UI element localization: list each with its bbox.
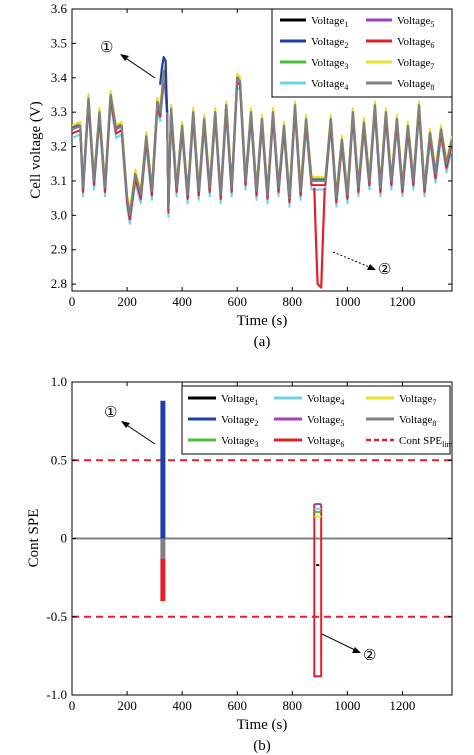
panel-b-ytick-label: -0.5 [46,609,67,624]
panel-b-legend-label-7: Voltage7 [399,393,436,407]
panel-a-legend-label-8: Voltage8 [397,78,434,92]
panel-b-legend-label-2: Voltage2 [221,414,258,428]
panel-a: 0 200 400 600 800 1000 1200 2.8 2.9 3.0 3.1 3.2 3.3 3… [28,1,453,350]
panel-a-ytick-label: 2.9 [51,242,67,257]
panel-b-spe-voltage-6 [313,504,323,678]
panel-a-ytick-label: 3.6 [51,1,68,16]
panel-a-ytick-label: 3.5 [51,35,67,50]
panel-a-xlabel: Time (s) [237,313,288,329]
panel-b-ytick-label: -1.0 [46,687,67,702]
panel-a-ticks: 0 200 400 600 800 1000 1200 2.8 2.9 3.0 3.1 3.2 3.3 3… [51,1,452,309]
panel-a-ytick-label: 3.1 [51,173,67,188]
panel-b-legend: Voltage1 Voltage2 Voltage3 Voltage4 Voltage5… [181,385,454,455]
panel-a-ytick-label: 3.0 [51,207,67,222]
annotation-1-a-arrow [123,56,156,79]
panel-a-series-voltage-7 [72,65,452,213]
panel-a-xtick-label: 800 [283,294,303,309]
annotation-2-a-arrowhead [367,264,376,270]
panel-b-series-layer [72,400,452,678]
panel-a-ytick-label: 3.4 [51,70,68,85]
panel-a-legend-label-3: Voltage3 [311,57,348,71]
panel-a-xtick-label: 200 [117,294,137,309]
panel-b-legend-label-3: Voltage3 [221,435,258,449]
panel-b-xtick-label: 600 [227,698,247,713]
annotation-2-a: ② [332,251,391,278]
panel-a-legend-label-7: Voltage7 [397,57,434,71]
panel-b-legend-box [181,385,451,455]
annotation-2-b: ② [321,633,376,664]
panel-b-ylabel: Cont SPE [26,509,42,568]
panel-b-legend-label-4: Voltage4 [307,393,344,407]
panel-a-xtick-label: 600 [227,294,247,309]
panel-a-label: (a) [254,334,271,350]
annotation-1-a: ① [100,40,156,79]
panel-a-legend-label-2: Voltage2 [311,36,348,50]
panel-b-legend-label-lim: Cont SPElim [399,435,454,449]
panel-a-series-voltage-8 [72,69,452,217]
panel-b-ytick-label: 1.0 [51,374,67,389]
panel-b-legend-label-5: Voltage5 [307,414,344,428]
panel-a-series-layer [72,56,452,289]
annotation-1-b-arrow [124,423,156,445]
panel-a-legend: Voltage1 Voltage5 Voltage2 Voltage6 Voltage3… [271,8,453,98]
panel-a-ytick-label: 3.3 [51,104,67,119]
panel-a-ylabel: Cell voltage (V) [28,101,44,198]
panel-b-xtick-label: 1000 [334,698,360,713]
annotation-1-b-arrowhead [121,421,130,428]
panel-a-legend-label-4: Voltage4 [311,78,348,92]
panel-a-xtick-label: 0 [69,294,76,309]
panel-b-ytick-label: 0.5 [51,452,67,467]
panel-b-legend-label-1: Voltage1 [221,393,258,407]
panel-a-spike-voltage-2 [159,56,169,113]
annotation-2-b-arrow [321,633,358,652]
panel-b-xtick-label: 0 [69,698,76,713]
panel-a-ytick-label: 2.8 [51,276,67,291]
panel-b-ticks: 0 200 400 600 800 1000 1200 -1.0 -0.5 0 0.5 1.0 [46,374,452,713]
annotation-1-b-label: ① [104,405,117,421]
annotation-2-b-label: ② [363,648,376,664]
panel-a-xtick-label: 1200 [389,294,415,309]
panel-a-legend-label-1: Voltage1 [311,15,348,29]
annotation-2-b-arrowhead [352,647,361,653]
panel-a-spike-voltage-6 [313,187,326,289]
annotation-1-a-arrowhead [120,54,129,61]
annotation-1-a-label: ① [100,40,113,56]
panel-b-xtick-label: 800 [283,698,303,713]
annotation-2-a-arrow [332,251,373,269]
panel-b-xtick-label: 1200 [389,698,415,713]
panel-b-legend-label-8: Voltage8 [399,414,436,428]
panel-a-xtick-label: 400 [172,294,192,309]
panel-a-legend-label-5: Voltage5 [397,15,434,29]
panel-b-xlabel: Time (s) [237,717,288,733]
panel-a-legend-label-6: Voltage6 [397,36,434,50]
panel-a-xtick-label: 1000 [334,294,360,309]
panel-b: 0 200 400 600 800 1000 1200 -1.0 -0.5 0 0.5 1.0 Con… [26,374,454,754]
annotation-2-a-label: ② [378,262,391,278]
panel-b-xtick-label: 400 [172,698,192,713]
panel-a-ytick-label: 3.2 [51,139,67,154]
panel-b-xtick-label: 200 [117,698,137,713]
annotation-1-b: ① [104,405,156,445]
panel-b-label: (b) [253,738,271,754]
panel-b-ytick-label: 0 [61,531,68,546]
panel-b-legend-label-6: Voltage6 [307,435,344,449]
